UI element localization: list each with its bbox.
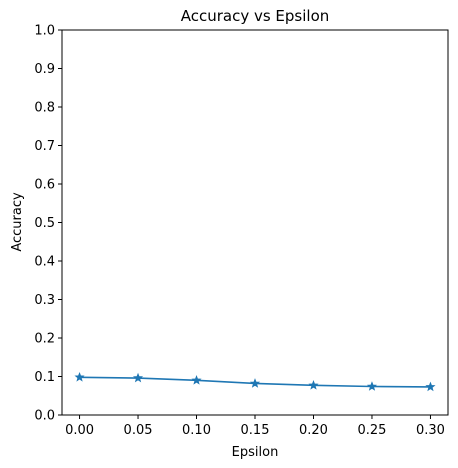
x-tick-label: 0.15 (241, 423, 270, 438)
x-tick-label: 0.10 (182, 423, 211, 438)
chart-title: Accuracy vs Epsilon (181, 7, 330, 25)
plot-frame (61, 29, 449, 416)
y-tick-label: 0.0 (34, 409, 55, 424)
y-axis-label: Accuracy (10, 192, 25, 252)
x-tick-label: 0.05 (124, 423, 153, 438)
y-tick-label: 0.7 (34, 139, 55, 154)
data-point-star (132, 372, 144, 383)
y-tick-label: 0.9 (34, 62, 55, 77)
data-point-star (425, 381, 436, 392)
data-point-star (308, 380, 319, 390)
data-point-star (249, 378, 261, 388)
x-axis-label: Epsilon (232, 445, 279, 460)
x-tick-label: 0.20 (299, 423, 328, 438)
data-point-star (191, 375, 202, 385)
y-tick-label: 0.8 (34, 101, 55, 116)
x-tick-label: 0.30 (416, 423, 445, 438)
data-point-star (366, 381, 378, 391)
x-tick-label: 0.00 (65, 423, 94, 438)
data-point-star (74, 371, 85, 382)
x-axis-ticks: 0.00 0.05 0.10 0.15 0.20 0.25 0.30 (65, 415, 445, 438)
y-tick-label: 0.2 (34, 332, 55, 347)
y-tick-label: 0.1 (34, 370, 55, 385)
x-tick-label: 0.25 (357, 423, 386, 438)
y-tick-label: 1.0 (34, 24, 55, 39)
y-tick-label: 0.5 (34, 216, 55, 231)
y-tick-label: 0.4 (34, 255, 55, 270)
y-tick-label: 0.6 (34, 178, 55, 193)
y-tick-label: 0.3 (34, 293, 55, 308)
plot-content (74, 371, 436, 392)
y-axis-ticks: 0.0 0.1 0.2 0.3 0.4 0.5 0.6 0.7 0.8 0.9 1.0 (34, 24, 62, 424)
